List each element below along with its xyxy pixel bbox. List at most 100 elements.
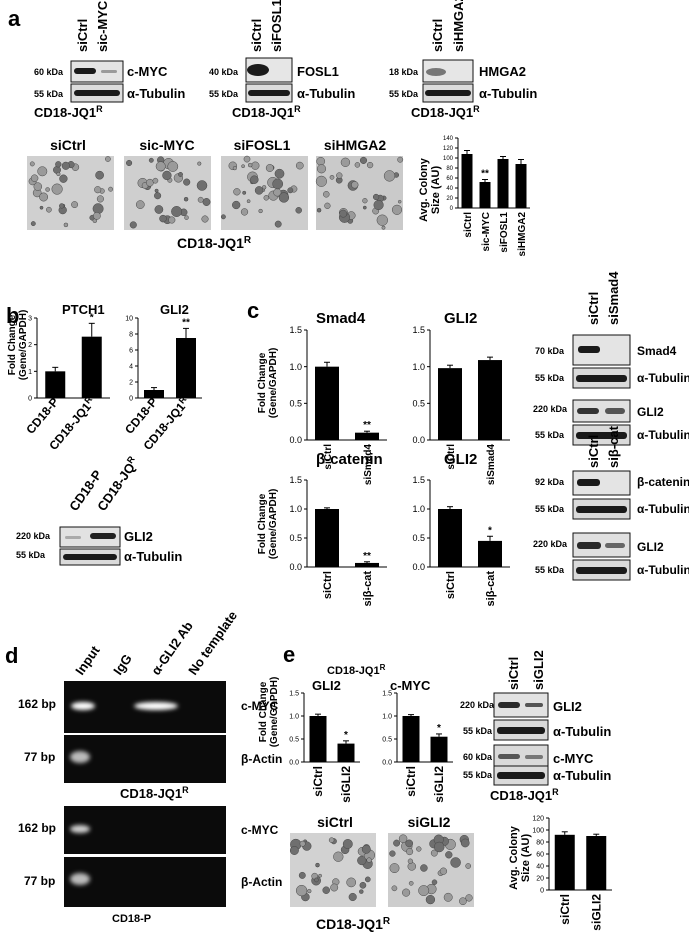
colony-spots <box>220 155 304 228</box>
bar <box>479 182 491 208</box>
colony-spot <box>63 222 69 228</box>
category-label: siCtrl <box>322 571 334 599</box>
kda-label: 55 kDa <box>463 770 493 780</box>
category-label: siCtrl <box>445 571 457 599</box>
y-tick-label: 120 <box>532 815 544 822</box>
colony-spot <box>323 191 330 198</box>
blot-band <box>248 90 290 96</box>
protein-label: α-Tubulin <box>637 563 689 577</box>
colony-spot <box>359 889 364 894</box>
gene-label: β-Actin <box>241 875 282 889</box>
colony-spot <box>196 180 208 191</box>
blot-lane-label: siCtrl <box>75 19 90 52</box>
bar <box>81 336 102 398</box>
colony-spot <box>272 178 284 190</box>
chart-colony-a: 0 20 40 60 80 100 120 140 siCtrl ** sic-MYC siFOSL1… <box>418 136 530 256</box>
colony-spot <box>168 216 176 224</box>
chart-title: GLI2 <box>312 678 341 693</box>
colony-spot <box>397 156 404 163</box>
blot-band <box>247 64 269 76</box>
kda-label: 70 kDa <box>535 346 565 356</box>
blot-gli2-e: siCtrl siGLI2 220 kDa GLI2 55 kDa α-Tubu… <box>460 650 611 803</box>
chart-title: GLI2 <box>444 451 477 468</box>
colony-spot <box>30 174 39 182</box>
kda-label: 55 kDa <box>209 89 239 99</box>
gene-label: β-Actin <box>241 752 282 766</box>
blot-band <box>74 90 120 96</box>
blot-band <box>425 90 471 96</box>
colony-spots <box>126 156 211 229</box>
colony-spot <box>362 198 368 204</box>
y-tick-label: 0.0 <box>412 562 425 572</box>
colony-spot <box>258 208 263 214</box>
kda-label: 18 kDa <box>389 67 419 77</box>
colony-spot <box>59 174 68 183</box>
blot-hmga2: siCtrl siHMGA2 18 kDa HMGA2 55 kDa α-Tub… <box>389 0 537 120</box>
colony-spot <box>307 888 312 894</box>
bar-chart: 0.0 0.5 1.0 1.5c-MYC siCtrl * siGLI2 <box>382 678 453 803</box>
cell-line-label: CD18-JQ1R <box>411 104 480 120</box>
gel-band <box>70 825 90 833</box>
bar <box>315 509 339 567</box>
kda-label: 55 kDa <box>463 726 493 736</box>
image-label: siCtrl <box>50 137 86 153</box>
blot-band <box>525 703 543 707</box>
bar-chart: 0.0 0.5 1.0 1.5 GLI2 siCtrl * siβ-cat <box>412 451 510 606</box>
blot-band <box>577 542 601 549</box>
bar-chart: 0 20 40 60 80 100 120 siCtrl siGLI2 <box>532 815 612 931</box>
image-label: siHMGA2 <box>324 137 386 153</box>
axis-label: Avg. Colony <box>508 825 520 890</box>
colony-spot <box>30 221 36 227</box>
gel-band <box>70 751 90 763</box>
colony-spot <box>329 174 335 180</box>
panel-c: c Fold Change (Gene/GAPDH) Fold Change (… <box>247 271 689 607</box>
colony-spot <box>381 225 386 230</box>
colony-spot <box>274 220 282 228</box>
kda-label: 40 kDa <box>209 67 239 77</box>
y-tick-label: 120 <box>443 146 454 152</box>
chart-title: β-catenin <box>316 451 383 468</box>
kda-label: 55 kDa <box>535 373 565 383</box>
y-tick-label: 1.0 <box>412 504 425 514</box>
cell-line-label: CD18-P <box>112 913 151 925</box>
colony-spot <box>316 164 327 174</box>
colony-spot <box>129 221 137 229</box>
colony-spot <box>383 170 396 182</box>
cell-line-label: CD18-JQ1R <box>177 235 252 251</box>
bar <box>45 371 66 398</box>
colony-spot <box>318 873 322 878</box>
bar <box>461 154 473 208</box>
blot-strip <box>59 526 121 548</box>
colony-spot <box>298 871 306 879</box>
colony-images-e: siCtrl siGLI2 CD18-JQ1R <box>289 814 474 932</box>
gel-band <box>70 873 90 885</box>
colony-spot <box>407 862 417 871</box>
gel-image <box>64 735 226 783</box>
kda-label: 55 kDa <box>535 430 565 440</box>
y-tick-label: 40 <box>536 863 544 870</box>
y-tick-label: 0.0 <box>289 435 302 445</box>
gel-lane-label: No template <box>185 608 240 678</box>
chart-title: GLI2 <box>444 310 477 327</box>
bar <box>337 743 355 762</box>
protein-label: α-Tubulin <box>637 502 689 516</box>
colony-spot <box>316 156 326 166</box>
kda-label: 55 kDa <box>535 504 565 514</box>
y-tick-label: 100 <box>532 827 544 834</box>
y-tick-label: 0 <box>28 395 32 402</box>
colony-spot <box>359 156 368 164</box>
axis-label: Fold Change <box>258 681 269 742</box>
colony-image <box>316 156 403 230</box>
significance-marker: ** <box>481 169 489 180</box>
gel-image <box>64 806 226 854</box>
category-label: siGLI2 <box>432 766 446 803</box>
category-label: siFOSL1 <box>499 212 510 253</box>
colony-spot <box>315 862 320 868</box>
colony-spot <box>148 157 154 163</box>
blot-band <box>497 772 545 779</box>
colony-spot <box>108 186 114 192</box>
colony-spot <box>295 161 304 170</box>
protein-label: HMGA2 <box>479 64 526 79</box>
